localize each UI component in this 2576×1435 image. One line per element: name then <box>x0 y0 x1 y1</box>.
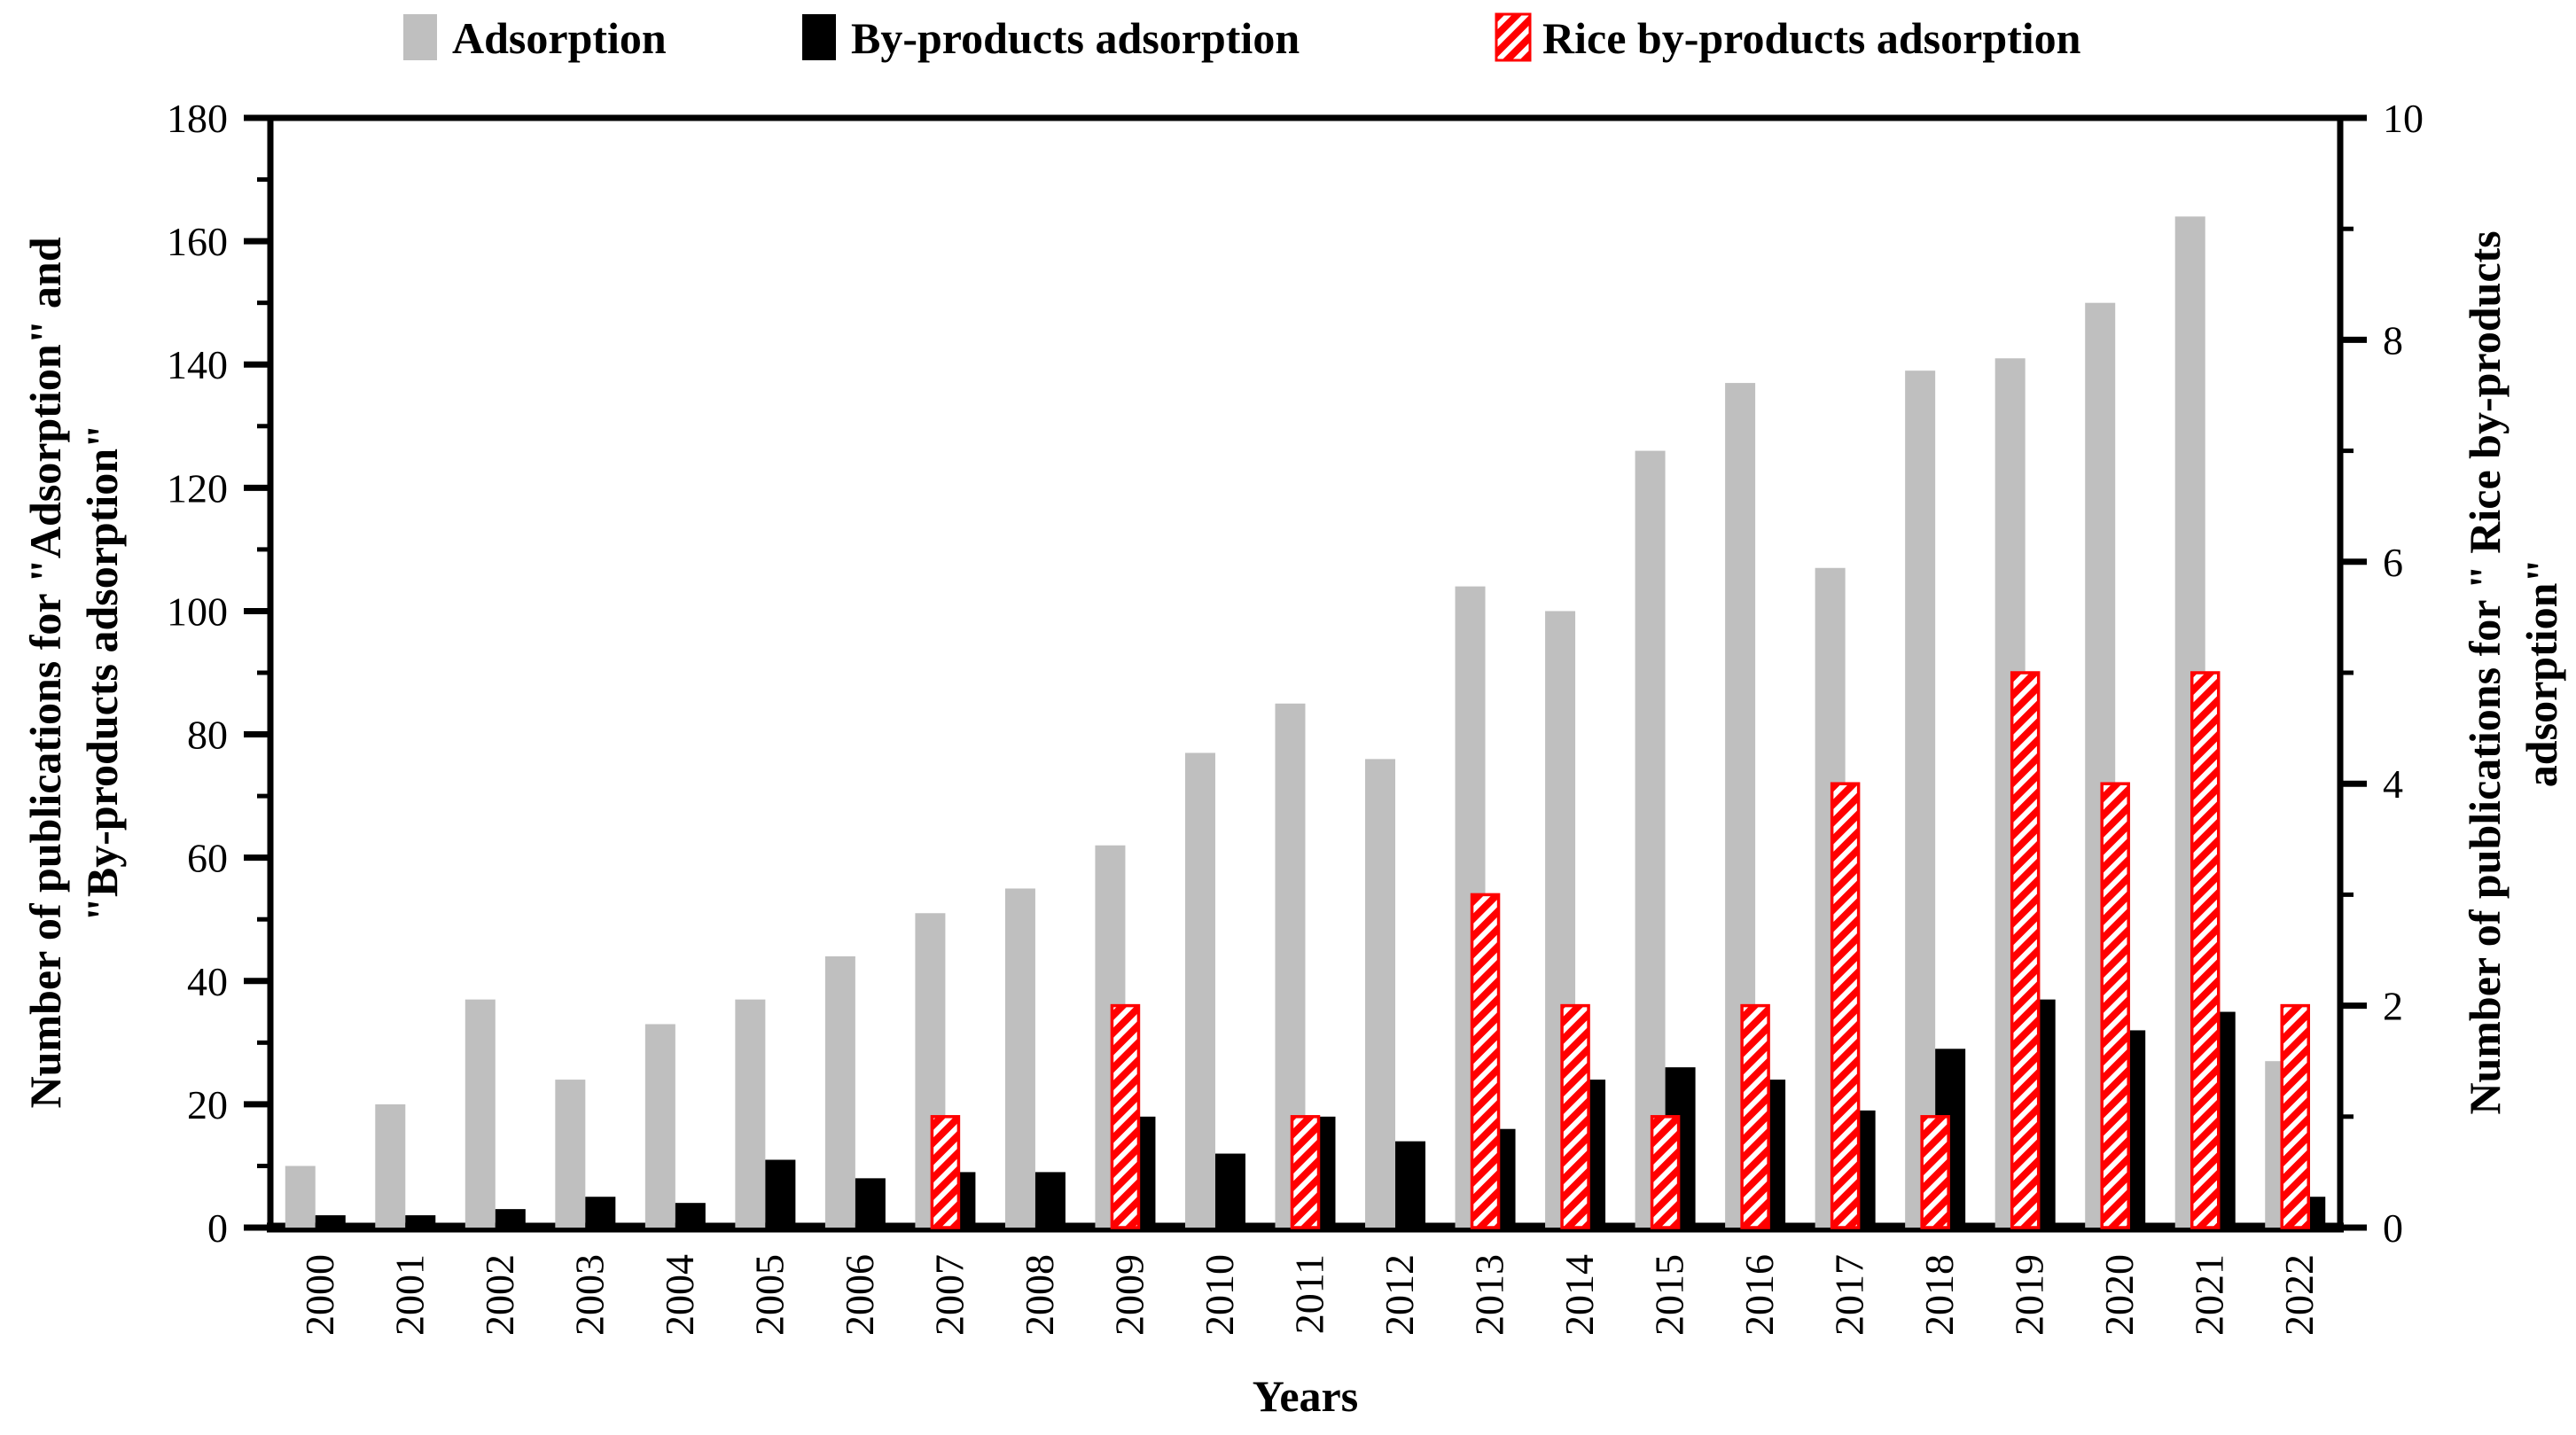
bar-adsorption-2005 <box>735 999 766 1228</box>
right-axis-tick-label: 4 <box>2383 761 2403 807</box>
x-tick-label-2001: 2001 <box>386 1254 432 1336</box>
x-tick-label-2019: 2019 <box>2007 1254 2052 1336</box>
bar-by-products-2010 <box>1214 1153 1245 1228</box>
bar-by-products-2005 <box>765 1159 796 1228</box>
x-tick-label-2006: 2006 <box>837 1254 882 1336</box>
bar-adsorption-2006 <box>824 955 855 1228</box>
left-axis-tick-label: 140 <box>167 342 228 387</box>
legend-label-1: By-products adsorption <box>851 13 1300 63</box>
bar-rice-by-products-2011 <box>1290 1115 1321 1229</box>
bar-adsorption-2008 <box>1004 888 1035 1228</box>
x-tick-label-2018: 2018 <box>1916 1254 1962 1336</box>
x-tick-label-2011: 2011 <box>1287 1254 1332 1334</box>
bar-rice-by-products-2017 <box>1830 782 1861 1229</box>
x-tick-label-2016: 2016 <box>1737 1254 1782 1336</box>
left-axis-tick-label: 60 <box>187 836 228 881</box>
right-axis-title-line1: Number of publications for " Rice by-pro… <box>2460 230 2510 1114</box>
x-tick-label-2008: 2008 <box>1017 1254 1062 1336</box>
bar-rice-by-products-2018 <box>1920 1115 1950 1229</box>
x-tick-label-2010: 2010 <box>1197 1254 1242 1336</box>
right-axis-title-line2: adsorption" <box>2517 558 2566 787</box>
x-tick-label-2014: 2014 <box>1557 1254 1602 1336</box>
bar-adsorption-2002 <box>464 999 496 1228</box>
x-tick-label-2015: 2015 <box>1647 1254 1692 1336</box>
bar-adsorption-2015 <box>1635 450 1666 1228</box>
x-tick-label-2002: 2002 <box>477 1254 522 1336</box>
legend-label-0: Adsorption <box>452 13 667 63</box>
bar-adsorption-2010 <box>1184 753 1215 1228</box>
bar-adsorption-2012 <box>1365 759 1396 1228</box>
bar-adsorption-2004 <box>644 1024 675 1228</box>
legend-swatch-adsorption <box>403 14 437 60</box>
left-axis-tick-label: 40 <box>187 959 228 1004</box>
right-axis-tick-label: 0 <box>2383 1205 2403 1251</box>
bar-by-products-2008 <box>1034 1172 1066 1228</box>
x-tick-label-2003: 2003 <box>566 1254 612 1336</box>
bar-rice-by-products-2019 <box>2010 671 2041 1229</box>
bar-rice-by-products-2009 <box>1110 1003 1141 1229</box>
bar-adsorption-2000 <box>285 1166 316 1228</box>
bar-adsorption-2018 <box>1905 370 1936 1228</box>
left-axis-title-line1: Number of publications for "Adsorption" … <box>20 237 70 1108</box>
left-axis-title-line2: "By-products adsorption" <box>77 424 127 922</box>
right-axis-tick-label: 2 <box>2383 984 2403 1029</box>
left-axis-tick-label: 0 <box>207 1205 228 1251</box>
bar-by-products-2000 <box>315 1215 346 1228</box>
x-tick-label-2020: 2020 <box>2096 1254 2142 1336</box>
bar-rice-by-products-2014 <box>1560 1003 1590 1229</box>
bar-by-products-2002 <box>495 1209 526 1228</box>
left-axis-tick-label: 100 <box>167 589 228 634</box>
x-tick-label-2009: 2009 <box>1106 1254 1151 1336</box>
bar-rice-by-products-2021 <box>2190 671 2221 1229</box>
x-tick-label-2004: 2004 <box>657 1254 702 1336</box>
right-axis-tick-label: 6 <box>2383 540 2403 585</box>
bar-by-products-2006 <box>855 1178 886 1228</box>
x-tick-label-2012: 2012 <box>1377 1254 1422 1336</box>
x-tick-label-2017: 2017 <box>1827 1254 1872 1336</box>
bar-rice-by-products-2013 <box>1470 893 1501 1229</box>
left-axis-tick-label: 120 <box>167 465 228 511</box>
x-tick-label-2005: 2005 <box>746 1254 792 1336</box>
bar-by-products-2012 <box>1395 1141 1426 1228</box>
bar-rice-by-products-2007 <box>930 1115 961 1229</box>
bar-by-products-2004 <box>675 1203 706 1228</box>
bar-adsorption-2001 <box>375 1104 406 1228</box>
left-axis-tick-label: 80 <box>187 713 228 758</box>
left-axis-tick-label: 160 <box>167 219 228 264</box>
bar-rice-by-products-2020 <box>2100 782 2130 1229</box>
bar-by-products-2001 <box>405 1215 436 1228</box>
x-tick-label-2007: 2007 <box>926 1254 972 1336</box>
bar-by-products-2003 <box>585 1197 616 1228</box>
x-tick-label-2013: 2013 <box>1467 1254 1512 1336</box>
bar-rice-by-products-2015 <box>1650 1115 1681 1229</box>
x-tick-label-2022: 2022 <box>2276 1254 2322 1336</box>
bar-rice-by-products-2016 <box>1740 1003 1770 1229</box>
right-axis-tick-label: 10 <box>2383 96 2424 141</box>
bar-rice-by-products-2022 <box>2280 1003 2310 1229</box>
x-axis-title: Years <box>1253 1371 1358 1421</box>
left-axis-tick-label: 20 <box>187 1082 228 1127</box>
x-tick-label-2000: 2000 <box>297 1254 342 1336</box>
right-axis-tick-label: 8 <box>2383 317 2403 363</box>
x-tick-label-2021: 2021 <box>2187 1254 2232 1336</box>
bar-adsorption-2003 <box>555 1080 586 1228</box>
legend-swatch-rice-by-products <box>1495 12 1532 62</box>
legend-swatch-by-products <box>802 14 836 60</box>
left-axis-tick-label: 180 <box>167 96 228 141</box>
legend-label-2: Rice by-products adsorption <box>1542 13 2081 63</box>
